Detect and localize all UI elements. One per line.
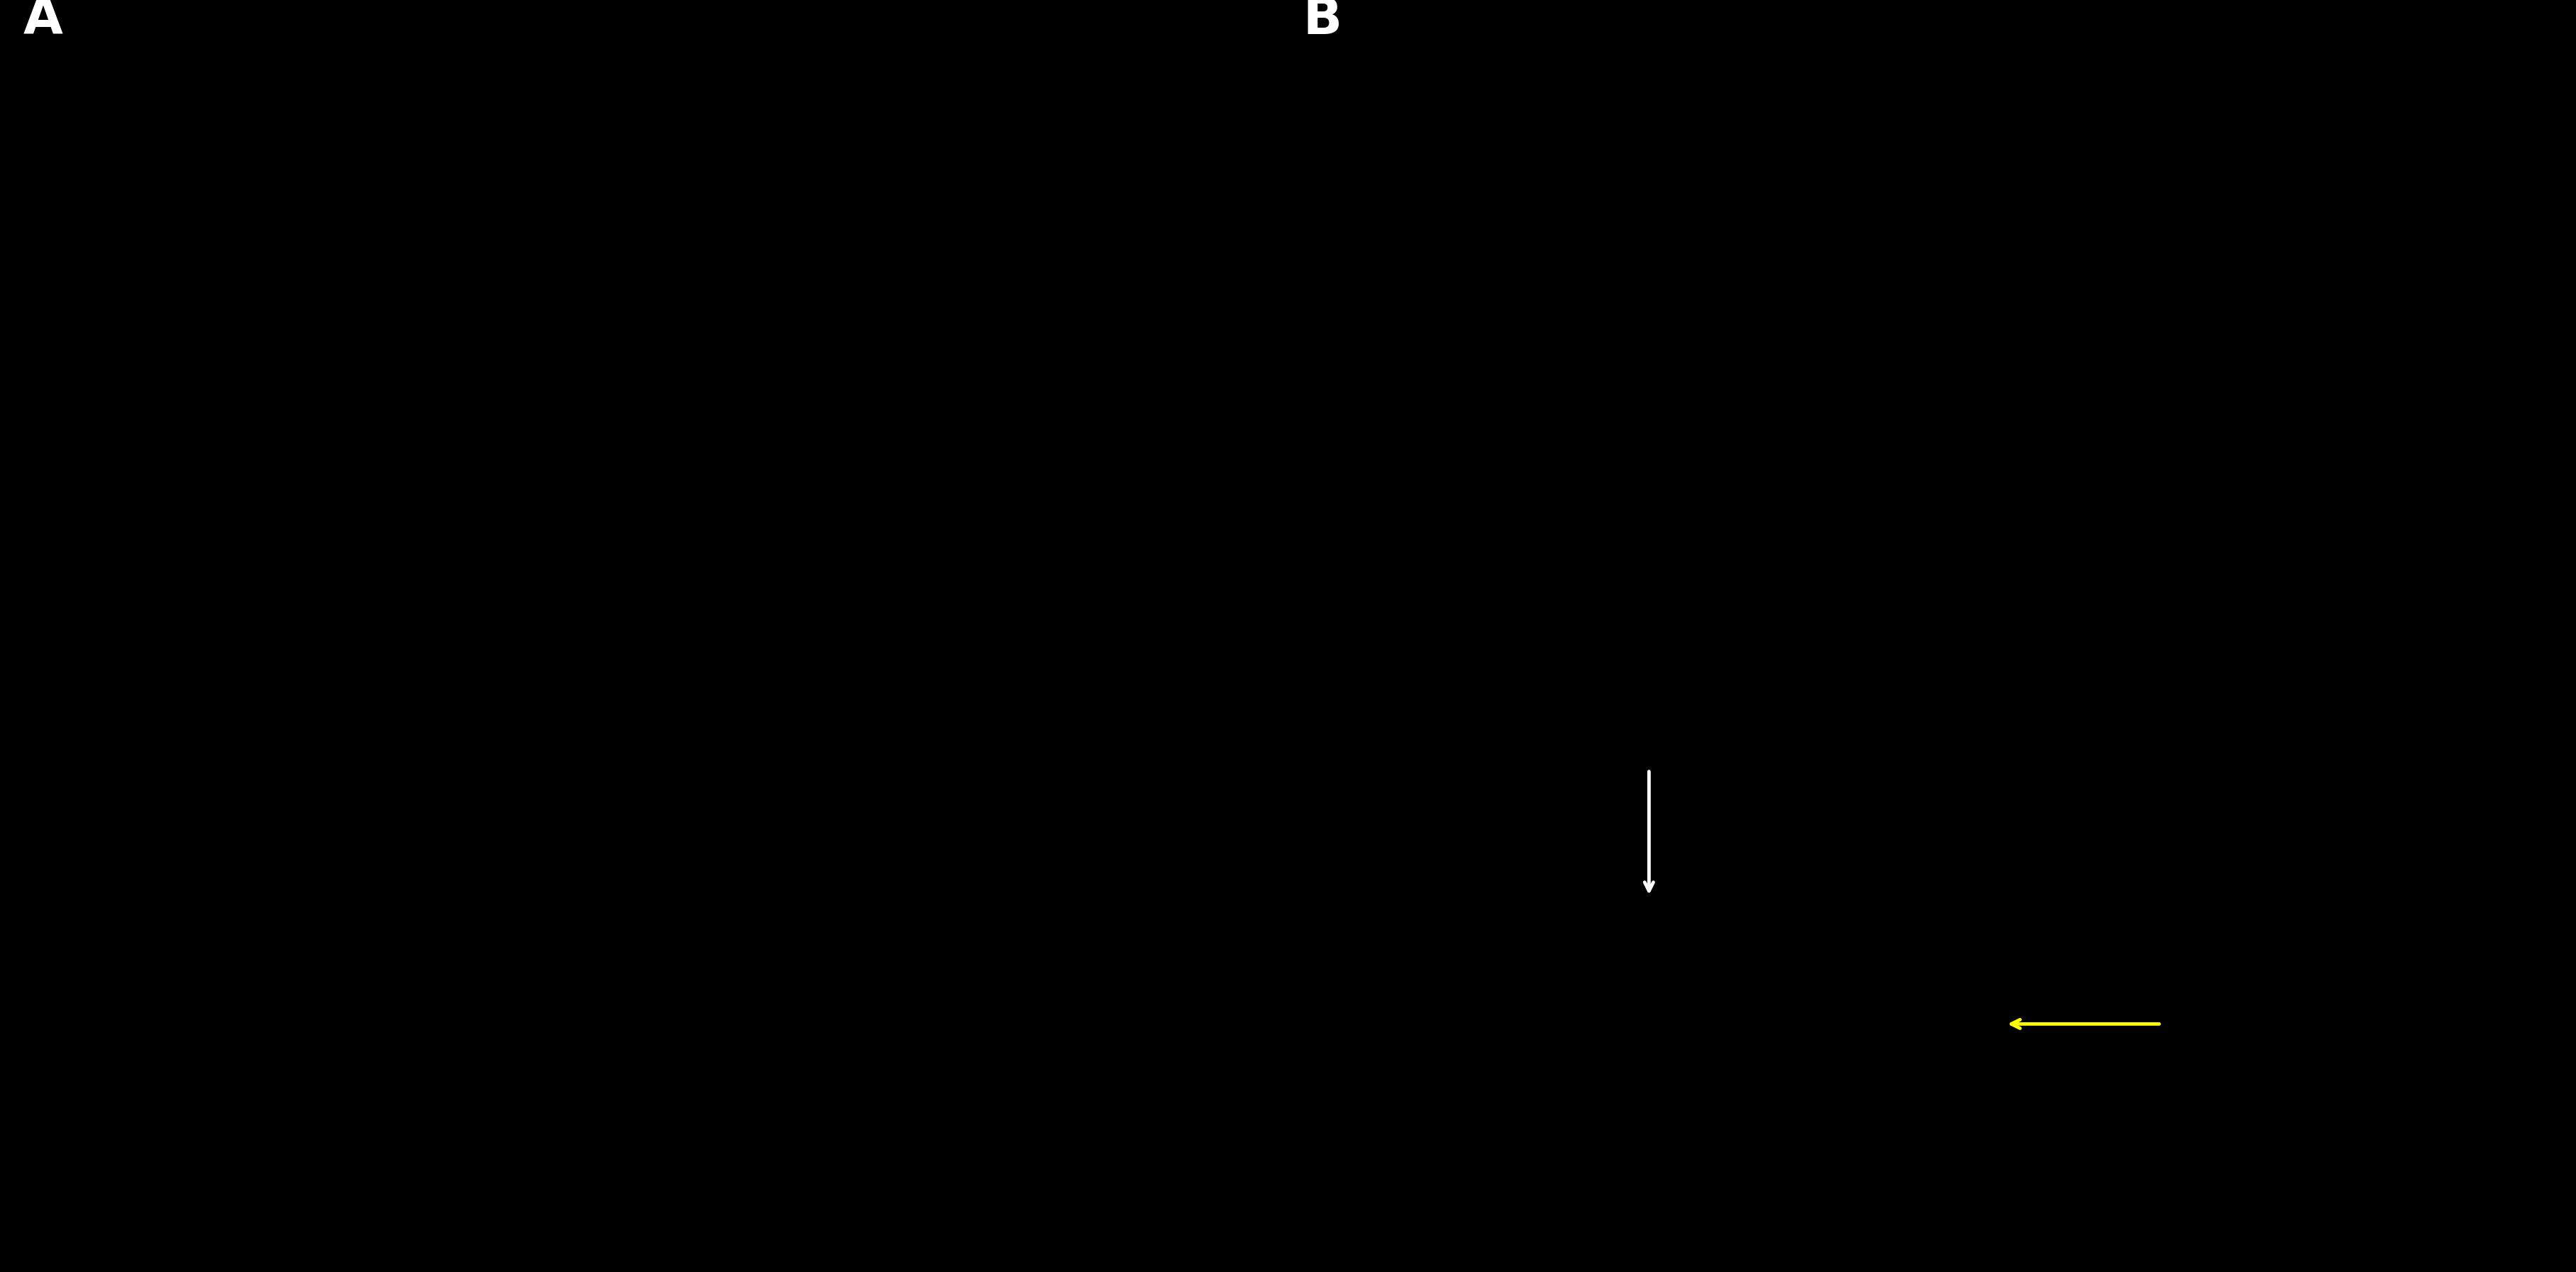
Text: A: A <box>23 0 62 45</box>
Text: B: B <box>1303 0 1342 45</box>
